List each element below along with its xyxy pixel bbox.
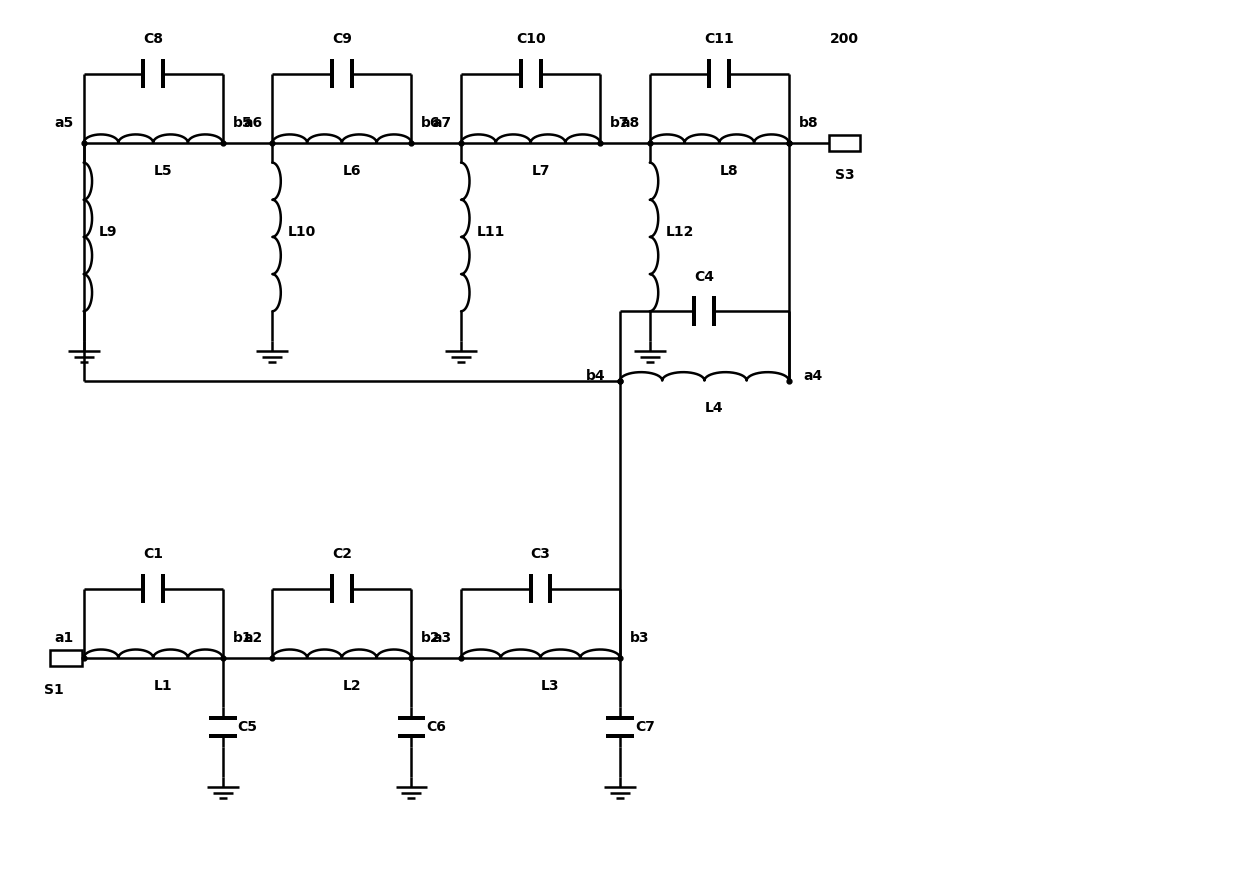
Text: S1: S1 <box>43 683 63 697</box>
Text: 200: 200 <box>830 32 859 46</box>
Text: C2: C2 <box>332 546 352 561</box>
Text: L12: L12 <box>666 225 694 239</box>
Text: C8: C8 <box>143 32 164 46</box>
Text: C3: C3 <box>531 546 551 561</box>
Text: a1: a1 <box>55 631 73 645</box>
Text: L8: L8 <box>720 164 739 178</box>
Text: C11: C11 <box>704 32 734 46</box>
Text: b1: b1 <box>233 631 252 645</box>
Text: L11: L11 <box>476 225 505 239</box>
Text: S3: S3 <box>835 167 854 181</box>
Text: C4: C4 <box>694 269 714 283</box>
Text: b2: b2 <box>422 631 441 645</box>
Text: L9: L9 <box>99 225 118 239</box>
Bar <box>828 135 861 150</box>
Text: L2: L2 <box>342 678 361 693</box>
Text: a5: a5 <box>55 116 73 130</box>
Text: a4: a4 <box>804 369 823 383</box>
Text: C9: C9 <box>332 32 352 46</box>
Text: L5: L5 <box>154 164 172 178</box>
Text: b3: b3 <box>630 631 650 645</box>
Text: C10: C10 <box>516 32 546 46</box>
Text: L6: L6 <box>342 164 361 178</box>
Text: L10: L10 <box>288 225 316 239</box>
Text: a6: a6 <box>243 116 263 130</box>
Text: L1: L1 <box>154 678 172 693</box>
Text: L3: L3 <box>541 678 559 693</box>
Text: a8: a8 <box>620 116 640 130</box>
Text: b8: b8 <box>799 116 818 130</box>
Text: a2: a2 <box>243 631 263 645</box>
Text: a3: a3 <box>432 631 451 645</box>
Text: C6: C6 <box>427 720 446 734</box>
Text: C7: C7 <box>635 720 655 734</box>
Text: b5: b5 <box>233 116 252 130</box>
Bar <box>50 650 82 666</box>
Text: a7: a7 <box>432 116 451 130</box>
Text: C5: C5 <box>238 720 258 734</box>
Text: L4: L4 <box>706 401 724 415</box>
Text: b4: b4 <box>585 369 605 383</box>
Text: L7: L7 <box>531 164 549 178</box>
Text: b7: b7 <box>610 116 630 130</box>
Text: C1: C1 <box>143 546 164 561</box>
Text: b6: b6 <box>422 116 441 130</box>
